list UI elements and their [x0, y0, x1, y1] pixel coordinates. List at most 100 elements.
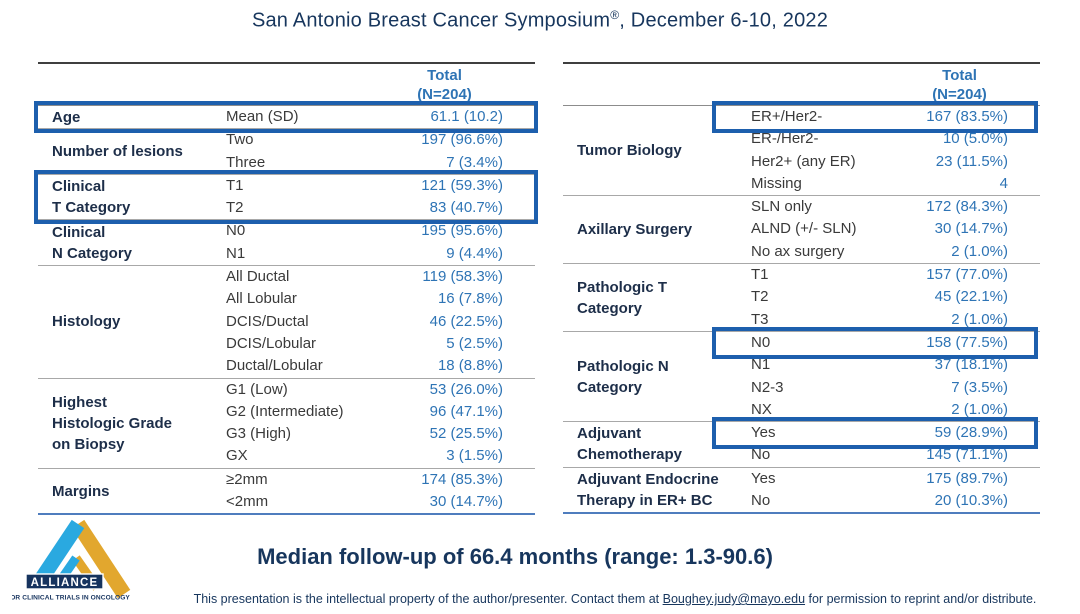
- table-row: T2 83 (40.7%): [226, 197, 535, 219]
- category-label: Number of lesions: [38, 129, 226, 174]
- subcategory-cell: ≥2mm: [226, 470, 268, 488]
- subcategory-cell: Three: [226, 153, 266, 171]
- table-group: Tumor Biology ER+/Her2- 167 (83.5%) ER-/Her…: [563, 101, 1040, 195]
- category-label-line: Adjuvant: [577, 425, 642, 443]
- subcategory-cell: Her2+ (any ER): [751, 152, 856, 170]
- category-label-line: Clinical: [52, 178, 106, 196]
- table-row: Ductal/Lobular 18 (8.8%): [226, 355, 535, 377]
- subcategory-cell: N1: [751, 356, 771, 374]
- subcategory-cell: Ductal/Lobular: [226, 357, 323, 375]
- contact-email-link[interactable]: Boughey.judy@mayo.edu: [662, 592, 806, 606]
- table-row: ≥2mm 174 (85.3%): [226, 469, 535, 491]
- slide-title-date: , December 6-10, 2022: [619, 9, 829, 32]
- subcategory-cell: G1 (Low): [226, 380, 288, 398]
- registered-mark: ®: [610, 8, 620, 22]
- subcategory-cell: ER+/Her2-: [751, 108, 823, 125]
- table-row: ALND (+/- SLN) 30 (14.7%): [751, 218, 1040, 240]
- table-row: SLN only 172 (84.3%): [751, 196, 1040, 218]
- category-label: Adjuvant Endocrine Therapy in ER+ BC: [563, 468, 751, 513]
- logo-gold-band: [71, 519, 131, 599]
- table-row: DCIS/Lobular 5 (2.5%): [226, 333, 535, 355]
- table-group: Pathologic N Category N0 158 (77.5%) N1 37 (1…: [563, 326, 1040, 421]
- table-group: Adjuvant Chemotherapy Yes 59 (28.9%) No 145 (…: [563, 417, 1040, 467]
- header-spacer: [563, 66, 751, 104]
- table-row: ER+/Her2- 167 (83.5%): [751, 106, 1040, 128]
- table-group: Histology All Ductal 119 (58.3%) All Lobula…: [38, 265, 535, 377]
- subcategory-cell: GX: [226, 447, 248, 465]
- category-label: Margins: [38, 469, 226, 514]
- alliance-logo: ALLIANCE FOR CLINICAL TRIALS IN ONCOLOGY: [12, 519, 131, 602]
- category-label-line: Highest: [52, 393, 108, 411]
- subcategory-cell: ER-/Her2-: [751, 130, 819, 148]
- value-cell: 5 (2.5%): [446, 334, 503, 352]
- value-cell: 174 (85.3%): [421, 470, 503, 488]
- subcategory-cell: T1: [226, 176, 244, 194]
- subcategory-cell: N0: [226, 222, 246, 240]
- table-row: T1 157 (77.0%): [751, 264, 1040, 286]
- value-cell: 83 (40.7%): [429, 199, 503, 217]
- subcategory-cell: Yes: [751, 424, 776, 442]
- table-group: Clinical N Category N0 195 (95.6%) N1 9 (4.4%…: [38, 219, 535, 265]
- column-header-total: Total (N=204): [911, 66, 1040, 104]
- logo-tagline-text: FOR CLINICAL TRIALS IN ONCOLOGY: [12, 595, 130, 602]
- logo-banner: [25, 573, 104, 590]
- value-cell: 2 (1.0%): [951, 400, 1008, 418]
- category-label-line: Chemotherapy: [577, 446, 683, 464]
- value-cell: 158 (77.5%): [926, 333, 1008, 351]
- value-cell: 4: [999, 174, 1008, 192]
- category-label-line: T Category: [52, 199, 131, 217]
- value-cell: 121 (59.3%): [421, 176, 503, 194]
- category-label: Tumor Biology: [563, 106, 751, 195]
- group-rows: N0 195 (95.6%) N1 9 (4.4%): [226, 220, 535, 265]
- group-rows: Two 197 (96.6%) Three 7 (3.4%): [226, 129, 535, 174]
- column-header-total: Total (N=204): [386, 66, 535, 104]
- subcategory-cell: NX: [751, 400, 772, 418]
- subcategory-cell: Two: [226, 131, 254, 149]
- value-cell: 30 (14.7%): [934, 220, 1008, 238]
- footer-pre-text: This presentation is the intellectual pr…: [193, 592, 663, 606]
- column-header-total-line: Total: [427, 67, 462, 84]
- value-cell: 96 (47.1%): [429, 402, 503, 420]
- value-cell: 2 (1.0%): [951, 242, 1008, 260]
- footer-disclaimer: This presentation is the intellectual pr…: [150, 592, 1080, 606]
- category-label-line: Category: [577, 299, 643, 317]
- table-row: Two 197 (96.6%): [226, 129, 535, 151]
- category-label: Highest Histologic Grade on Biopsy: [38, 379, 226, 468]
- value-cell: 175 (89.7%): [926, 469, 1008, 487]
- table-row: <2mm 30 (14.7%): [226, 491, 535, 513]
- table-row: G2 (Intermediate) 96 (47.1%): [226, 401, 535, 423]
- group-rows: G1 (Low) 53 (26.0%) G2 (Intermediate) 96 (4…: [226, 379, 535, 468]
- value-cell: 195 (95.6%): [421, 222, 503, 240]
- group-rows: SLN only 172 (84.3%) ALND (+/- SLN) 30 (14.…: [751, 196, 1040, 263]
- group-rows: N0 158 (77.5%) N1 37 (18.1%) N2-3 7 (3.5%) NX 2…: [751, 332, 1040, 421]
- category-label-line: Histology: [52, 313, 121, 331]
- column-header-total-line: (N=204): [417, 86, 472, 103]
- subcategory-cell: T1: [751, 266, 769, 284]
- table-group: Number of lesions Two 197 (96.6%) Three 7 (3…: [38, 128, 535, 174]
- table-row: N1 9 (4.4%): [226, 243, 535, 265]
- value-cell: 172 (84.3%): [926, 198, 1008, 216]
- group-rows: T1 121 (59.3%) T2 83 (40.7%): [226, 175, 535, 220]
- table-group: Clinical T Category T1 121 (59.3%) T2 83 (40.…: [34, 169, 538, 225]
- value-cell: 46 (22.5%): [429, 312, 503, 330]
- value-cell: 20 (10.3%): [934, 492, 1008, 510]
- category-label-line: Adjuvant Endocrine: [577, 471, 719, 489]
- table-row: Yes 59 (28.9%): [751, 422, 1040, 444]
- value-cell: 157 (77.0%): [926, 266, 1008, 284]
- subcategory-cell: Missing: [751, 174, 802, 192]
- table-row: N1 37 (18.1%): [751, 354, 1040, 376]
- table-row: Mean (SD) 61.1 (10.2): [226, 106, 535, 128]
- table-row: ER-/Her2- 10 (5.0%): [751, 128, 1040, 150]
- table-row: GX 3 (1.5%): [226, 445, 535, 467]
- category-label-line: on Biopsy: [52, 435, 125, 453]
- table-row: G1 (Low) 53 (26.0%): [226, 379, 535, 401]
- category-label-line: Tumor Biology: [577, 142, 682, 160]
- category-label: Adjuvant Chemotherapy: [563, 422, 751, 467]
- value-cell: 23 (11.5%): [935, 152, 1008, 170]
- table-group: Pathologic T Category T1 157 (77.0%) T2 45 (2…: [563, 263, 1040, 331]
- subcategory-cell: No: [751, 492, 771, 510]
- value-cell: 3 (1.5%): [446, 447, 503, 465]
- category-label: Pathologic N Category: [563, 332, 751, 421]
- subcategory-cell: All Lobular: [226, 290, 297, 308]
- group-rows: Yes 175 (89.7%) No 20 (10.3%): [751, 468, 1040, 513]
